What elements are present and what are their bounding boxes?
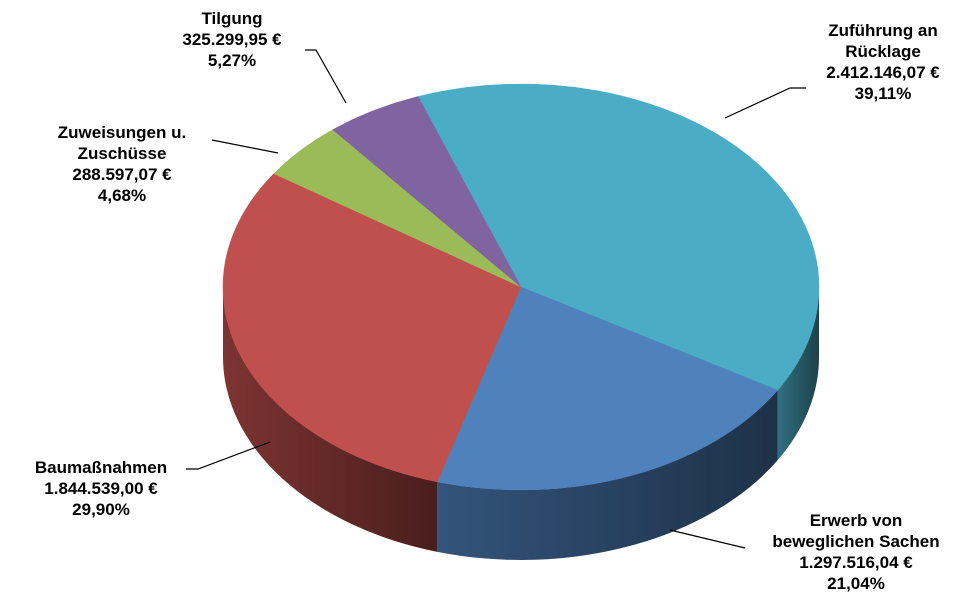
leader-lines (186, 49, 806, 549)
data-label-zufuehrung-an-ruecklage: Zuführung an Rücklage 2.412.146,07 € 39,11% (808, 20, 958, 104)
slice-name-line: Zuweisungen u. (57, 123, 187, 142)
slice-side-erwerb-von-beweglichen-sachen (437, 390, 778, 560)
slice-tilgung (332, 96, 522, 288)
slice-value: 1.844.539,00 € (44, 479, 158, 498)
leader-line-erwerb-von-beweglichen-sachen (669, 529, 746, 549)
slice-name-line: Rücklage (845, 42, 921, 61)
slice-baumassnahmen (222, 173, 522, 483)
slice-name-line: Zuschüsse (77, 144, 167, 163)
pie-top (222, 83, 820, 491)
slice-side-baumassnahmen (223, 287, 438, 552)
leader-line-zuweisungen-u-zuschuesse (211, 139, 279, 154)
slice-percent: 29,90% (72, 500, 130, 519)
slice-value: 1.297.516,04 € (799, 553, 913, 572)
slice-value: 325.299,95 € (182, 30, 282, 49)
slice-percent: 4,68% (97, 186, 147, 205)
slice-name-line: Tilgung (201, 9, 263, 28)
slice-value: 288.597,07 € (72, 165, 172, 184)
slice-name-line: beweglichen Sachen (772, 532, 940, 551)
data-label-erwerb-von-beweglichen-sachen: Erwerb von beweglichen Sachen 1.297.516,04… (746, 510, 966, 594)
slice-percent: 21,04% (827, 574, 885, 593)
data-label-baumassnahmen: Baumaßnahmen 1.844.539,00 € 29,90% (12, 457, 190, 520)
slice-name-line: Baumaßnahmen (34, 458, 168, 477)
leader-line-zufuehrung-an-ruecklage (724, 87, 806, 119)
pie-side-walls (223, 287, 819, 560)
slice-percent: 5,27% (207, 51, 257, 70)
leader-line-baumassnahmen (186, 441, 271, 470)
data-label-tilgung: Tilgung 325.299,95 € 5,27% (160, 8, 304, 71)
slice-name-line: Zuführung an (828, 21, 938, 40)
slice-side-zufuehrung-an-ruecklage (777, 287, 819, 461)
slice-value: 2.412.146,07 € (826, 63, 940, 82)
leader-line-tilgung (305, 49, 347, 104)
slice-name-line: Erwerb von (809, 511, 903, 530)
slice-zufuehrung-an-ruecklage (417, 83, 820, 391)
slice-percent: 39,11% (854, 84, 912, 103)
data-label-zuweisungen-u-zuschuesse: Zuweisungen u. Zuschüsse 288.597,07 € 4,68% (38, 122, 206, 206)
slice-erwerb-von-beweglichen-sachen (437, 286, 778, 491)
